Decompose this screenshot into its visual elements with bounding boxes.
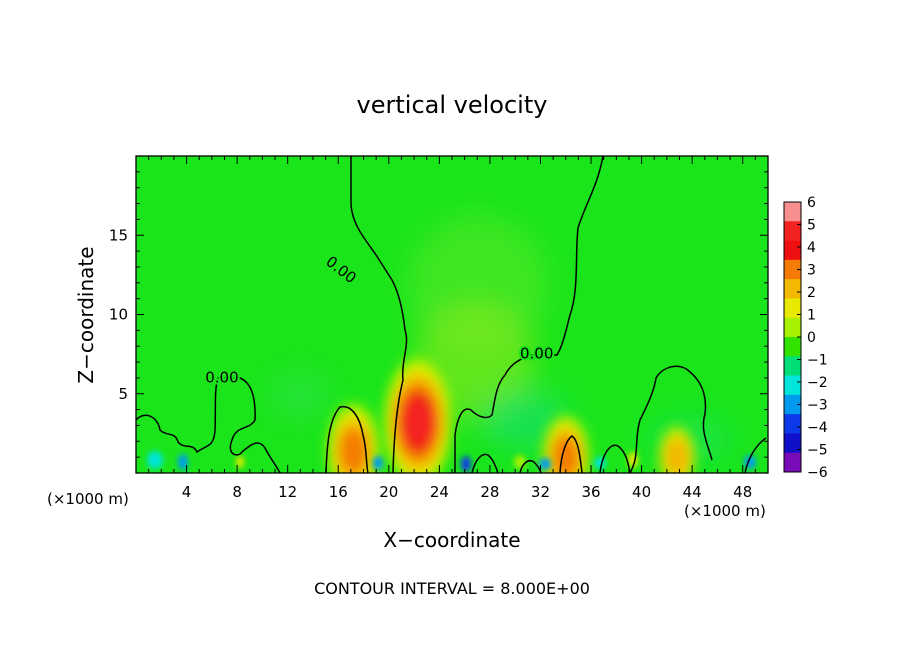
colorbar-swatch: [784, 202, 801, 222]
x-tick-label: 48: [733, 483, 752, 501]
contour-cell-47: [744, 437, 767, 473]
x-tick-label: 44: [683, 483, 702, 501]
colorbar-swatch: [784, 240, 801, 261]
contour-cell-38: [599, 444, 631, 473]
contour-cell-16: [325, 405, 369, 473]
y-tick-label: 10: [109, 306, 128, 324]
contour-label: 0.00: [520, 345, 553, 363]
contour-cell-42: [629, 365, 713, 473]
contour-cell-35: [559, 435, 583, 473]
contour-left-cell: [136, 377, 281, 473]
contour-cell-31: [519, 460, 542, 473]
x-tick-label: 36: [581, 483, 600, 501]
y-tick-label: 15: [109, 226, 128, 244]
x-tick-label: 24: [430, 483, 449, 501]
y-axis: 5 10 15: [109, 171, 768, 458]
colorbar-swatch: [784, 375, 801, 396]
contour-main-right: [454, 156, 604, 473]
y-axis-label: Z−coordinate: [74, 246, 98, 383]
colorbar-swatch: [784, 259, 801, 280]
x-tick-label: 20: [379, 483, 398, 501]
core-level: [664, 437, 690, 473]
plot-area: 0.000.000.00: [136, 156, 768, 473]
colorbar-label: −5: [807, 443, 828, 459]
colorbar-swatch: [784, 452, 801, 473]
updraft-core: [658, 426, 695, 473]
colorbar-label: −6: [807, 465, 828, 481]
updraft-core: [383, 358, 452, 473]
colorbar-label: 5: [807, 218, 816, 234]
chart-title: vertical velocity: [357, 91, 548, 119]
x-tick-label: 4: [182, 483, 192, 501]
x-tick-label: 32: [531, 483, 550, 501]
x-axis-label: X−coordinate: [383, 528, 520, 552]
core-level: [552, 436, 580, 473]
colorbar-label: 2: [807, 285, 816, 301]
footer-note: CONTOUR INTERVAL = 8.000E+00: [314, 579, 590, 598]
colorbar: 6 5 4 3 2 1 0 −1 −2 −3 −4 −5 −6: [783, 195, 828, 481]
x-tick-label: 16: [329, 483, 348, 501]
x-tick-label: 12: [278, 483, 297, 501]
colorbar-label: 1: [807, 308, 816, 324]
colorbar-swatch: [784, 356, 801, 377]
colorbar-swatch: [784, 433, 801, 454]
surface-noise: [147, 451, 756, 472]
contour-main-left: [350, 156, 408, 473]
colorbar-label: 6: [807, 195, 816, 211]
colorbar-swatch: [784, 298, 801, 319]
colorbar-label: −2: [807, 375, 828, 391]
x-tick-label: 40: [632, 483, 651, 501]
x-unit-right: (×1000 m): [684, 502, 766, 520]
colorbar-label: −1: [807, 353, 828, 369]
x-tick-label: 8: [232, 483, 242, 501]
colorbar-swatch: [784, 279, 801, 299]
contour-label: 0.00: [205, 368, 238, 386]
x-axis: 4 8 12 16 20 24 28 32 36 40 44 48: [148, 156, 756, 501]
x-tick-label: 28: [480, 483, 499, 501]
colorbar-label: 4: [807, 240, 816, 256]
zero-contours: [136, 156, 767, 473]
y-tick-label: 5: [118, 385, 128, 403]
contour-cell-28: [471, 453, 499, 473]
colorbar-swatch: [784, 317, 801, 338]
core-level: [403, 399, 432, 445]
x-unit-left: (×1000 m): [47, 490, 129, 508]
colorbar-swatch: [784, 221, 801, 242]
colorbar-label: 0: [807, 330, 816, 346]
colorbar-label: 3: [807, 263, 816, 279]
colorbar-label: −4: [807, 420, 828, 436]
colorbar-swatch: [784, 337, 801, 357]
colorbar-swatch: [784, 394, 801, 415]
colorbar-swatch: [784, 414, 801, 434]
core-level: [339, 428, 368, 473]
colorbar-label: −3: [807, 398, 828, 414]
